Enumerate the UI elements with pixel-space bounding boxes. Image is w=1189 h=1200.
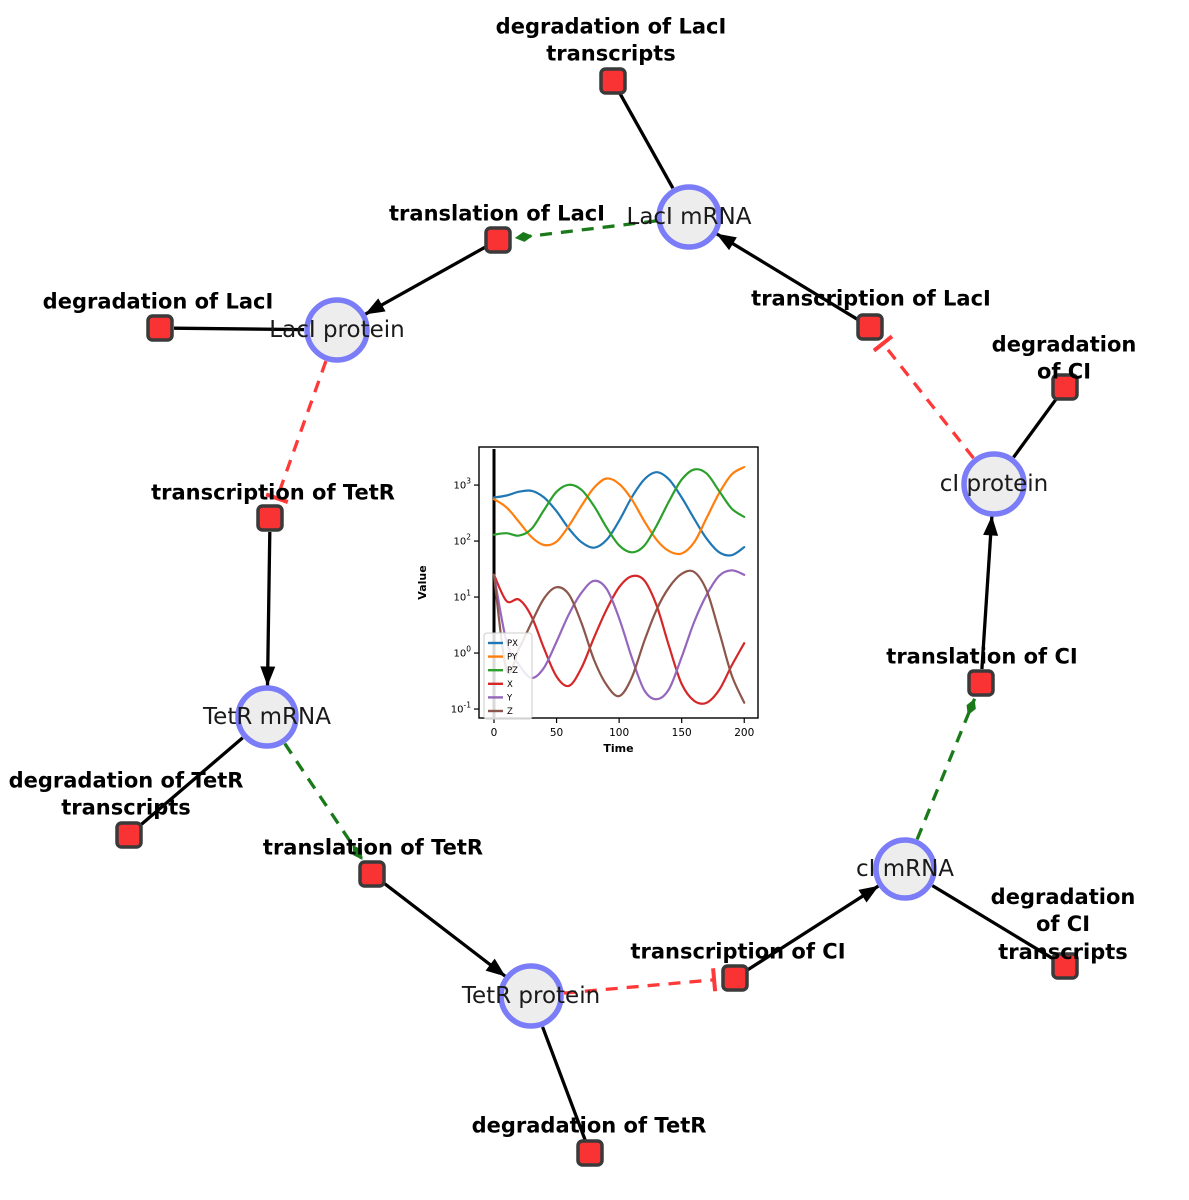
process-node-deg_ci_tr bbox=[1051, 952, 1079, 980]
edge-ci_protein-transcr_laci bbox=[872, 334, 975, 460]
chart-canvas: 0 50 100 150 200 10-1 100 101 102 103 Time Value PX P… bbox=[416, 446, 759, 755]
process-node-transl_tetr bbox=[358, 860, 386, 888]
process-node-deg_ci bbox=[1051, 373, 1079, 401]
process-node-deg_laci_tr bbox=[599, 67, 627, 95]
x-tick-label: 100 bbox=[609, 727, 629, 739]
edge-tetr_protein-transcr_ci bbox=[563, 968, 718, 995]
process-node-transcr_tetr bbox=[256, 504, 284, 532]
edge-ci_mrna-transl_ci bbox=[915, 698, 977, 841]
edge-ci_mrna-deg_ci_tr bbox=[931, 884, 1054, 961]
chart-frame bbox=[478, 446, 759, 719]
legend-label-PZ: PZ bbox=[507, 666, 518, 676]
legend-label-Z: Z bbox=[507, 707, 513, 717]
chart-series-Z bbox=[492, 569, 746, 704]
edge-laci_mrna-transl_laci bbox=[514, 219, 657, 242]
legend-label-PY: PY bbox=[507, 653, 518, 663]
chart-series-X bbox=[492, 573, 746, 705]
legend-label-X: X bbox=[507, 680, 513, 690]
y-tick-label: 100 bbox=[453, 645, 471, 660]
process-node-deg_tetr bbox=[576, 1139, 604, 1167]
chart-x-axis-label: Time bbox=[603, 742, 633, 755]
chart-y-axis-label: Value bbox=[416, 565, 429, 599]
process-node-transl_ci bbox=[967, 669, 995, 697]
species-node-tetr_mrna bbox=[235, 685, 299, 749]
chart-series-PY bbox=[492, 465, 746, 556]
species-node-tetr_protein bbox=[498, 963, 564, 1029]
edges-layer bbox=[138, 92, 1059, 1141]
legend-label-Y: Y bbox=[506, 693, 513, 703]
x-tick-label: 50 bbox=[550, 727, 563, 739]
process-node-transcr_laci bbox=[856, 313, 884, 341]
edge-transcr_ci-ci_mrna bbox=[745, 884, 880, 972]
edge-laci_protein-deg_laci bbox=[173, 326, 305, 332]
x-tick-label: 0 bbox=[491, 727, 498, 739]
process-node-deg_laci bbox=[146, 314, 174, 342]
y-tick-label: 101 bbox=[453, 589, 471, 604]
nodes-layer bbox=[115, 67, 1079, 1167]
species-node-ci_protein bbox=[961, 451, 1027, 517]
edge-tetr_protein-deg_tetr bbox=[541, 1026, 587, 1141]
species-node-ci_mrna bbox=[873, 837, 937, 901]
edge-ci_protein-deg_ci bbox=[1012, 397, 1059, 459]
edge-transl_laci-laci_protein bbox=[364, 245, 487, 316]
species-node-laci_protein bbox=[304, 297, 370, 363]
chart-series-PX bbox=[492, 471, 746, 557]
edge-laci_mrna-deg_laci_tr bbox=[618, 92, 675, 190]
y-tick-label: 103 bbox=[453, 477, 471, 492]
y-tick-label: 102 bbox=[453, 533, 471, 548]
process-node-transl_laci bbox=[484, 226, 512, 254]
edge-transl_tetr-tetr_protein bbox=[382, 881, 507, 978]
chart-series-PZ bbox=[492, 468, 746, 554]
legend-label-PX: PX bbox=[507, 639, 518, 649]
edge-tetr_mrna-deg_tetr_tr bbox=[138, 736, 244, 828]
edge-laci_protein-transcr_tetr bbox=[265, 360, 328, 504]
y-tick-label: 10-1 bbox=[451, 701, 471, 716]
process-node-deg_tetr_tr bbox=[115, 821, 143, 849]
chart-series-Y bbox=[492, 569, 746, 701]
timeseries-inset-chart: 0 50 100 150 200 10-1 100 101 102 103 Time Value PX P… bbox=[410, 430, 780, 765]
edge-tetr_mrna-transl_tetr bbox=[283, 742, 364, 861]
edge-transl_ci-ci_protein bbox=[980, 515, 999, 670]
species-node-laci_mrna bbox=[656, 184, 722, 250]
x-tick-label: 150 bbox=[672, 727, 692, 739]
x-tick-label: 200 bbox=[734, 727, 754, 739]
process-node-transcr_ci bbox=[721, 964, 749, 992]
edge-transcr_tetr-tetr_mrna bbox=[260, 531, 276, 687]
edge-transcr_laci-laci_mrna bbox=[715, 232, 859, 322]
